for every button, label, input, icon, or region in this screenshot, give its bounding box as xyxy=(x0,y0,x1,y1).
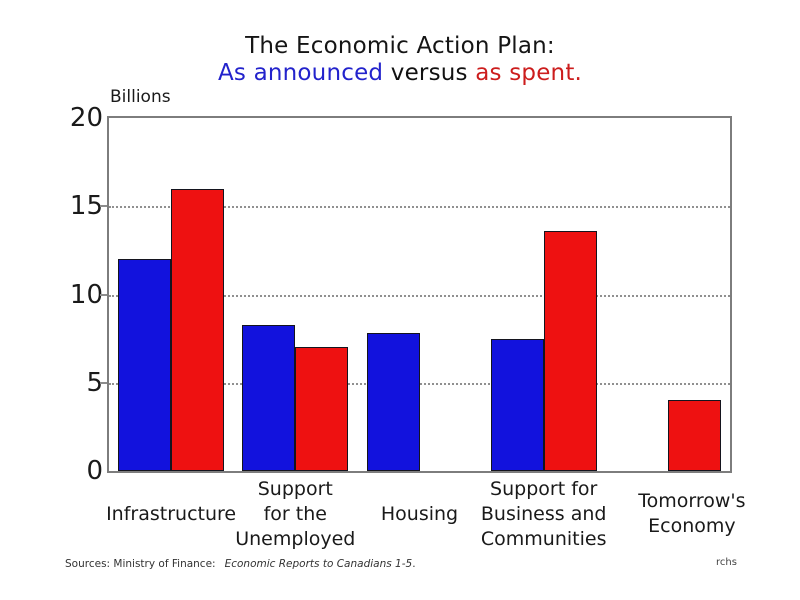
gridline-15 xyxy=(109,206,730,209)
bar-announced-2 xyxy=(366,333,420,471)
y-axis-unit-label: Billions xyxy=(110,87,171,107)
x-axis-label-line: Housing xyxy=(380,502,459,525)
gridline-5 xyxy=(109,382,730,385)
x-axis-label-line: Support for xyxy=(490,477,598,500)
y-axis-tick-label-10: 10 xyxy=(69,279,103,310)
x-axis-label-line: Support xyxy=(257,477,333,500)
chart-subtitle: As announced versus as spent. xyxy=(0,60,800,86)
y-axis-tick-label-20: 20 xyxy=(69,103,103,133)
x-axis-label-line: Business and xyxy=(480,502,607,525)
x-axis-label-line: Infrastructure xyxy=(106,502,237,525)
source-citation: Economic Reports to Canadians 1-5 xyxy=(224,558,413,570)
bar-announced-3 xyxy=(490,338,544,471)
bar-announced-1 xyxy=(242,324,296,471)
bar-spent-1 xyxy=(295,347,349,471)
bar-spent-0 xyxy=(171,188,225,471)
x-axis-label-line: Tomorrow's xyxy=(638,490,746,512)
x-axis-label-3: Support for Business and Communities xyxy=(454,477,634,552)
x-axis-label-line: for the xyxy=(263,502,327,525)
gridline-10 xyxy=(109,294,730,297)
chart-title: The Economic Action Plan: xyxy=(245,33,555,59)
x-axis-label-line: Economy xyxy=(648,515,736,537)
bar-spent-3 xyxy=(543,230,597,471)
y-axis-tick-label-15: 15 xyxy=(69,191,103,222)
source-label: Sources: Ministry of Finance: xyxy=(65,558,216,570)
bar-spent-4 xyxy=(667,400,721,471)
x-axis-label-line: Unemployed xyxy=(235,527,356,550)
y-axis-tick-label-0: 0 xyxy=(86,456,103,486)
source-note: Sources: Ministry of Finance: Economic Re… xyxy=(65,558,416,570)
plot-area xyxy=(107,116,732,473)
x-axis-label-line: Communities xyxy=(480,527,607,550)
x-axis-label-0: Infrastructure xyxy=(81,502,261,527)
x-axis-label-4: Tomorrow's Economy xyxy=(602,489,782,539)
y-axis-tick-mark-5 xyxy=(100,381,107,384)
source-period: . xyxy=(412,558,416,570)
y-axis-tick-mark-10 xyxy=(100,293,107,296)
y-axis-tick-mark-15 xyxy=(100,205,107,208)
x-axis-label-2: Housing xyxy=(330,502,510,527)
subtitle-versus: versus xyxy=(383,60,476,86)
subtitle-as-spent: as spent. xyxy=(475,60,583,86)
bar-announced-0 xyxy=(118,259,172,471)
x-axis-label-1: Support for the Unemployed xyxy=(205,477,385,552)
watermark-initials: rchs xyxy=(716,557,737,568)
y-axis-tick-label-5: 5 xyxy=(86,367,103,398)
subtitle-as-announced: As announced xyxy=(217,60,384,86)
